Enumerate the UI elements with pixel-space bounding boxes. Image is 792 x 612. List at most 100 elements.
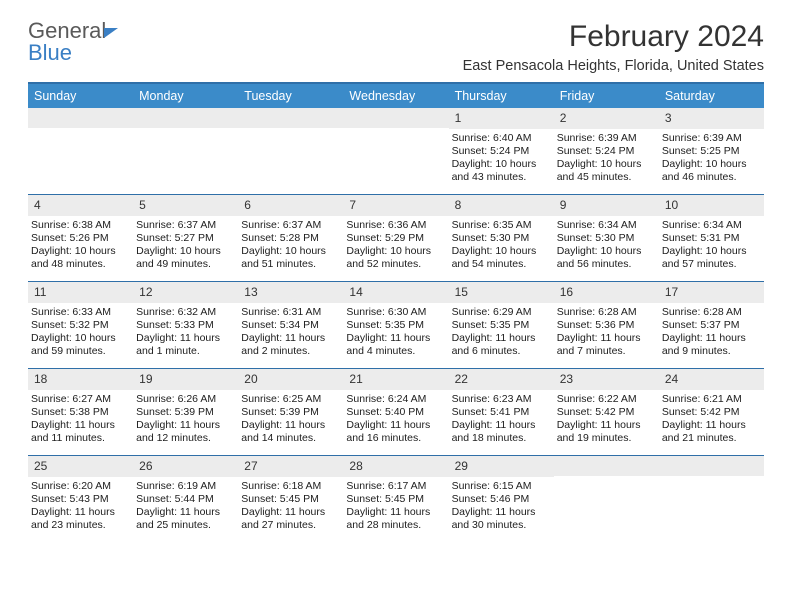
sunrise-text: Sunrise: 6:26 AM	[136, 393, 235, 406]
date-number: 11	[28, 282, 133, 303]
date-number: 28	[343, 456, 448, 477]
date-number: 17	[659, 282, 764, 303]
day-header: Wednesday	[343, 84, 448, 108]
sunrise-text: Sunrise: 6:37 AM	[241, 219, 340, 232]
daylight-text: Daylight: 11 hours and 12 minutes.	[136, 419, 235, 445]
sunset-text: Sunset: 5:42 PM	[662, 406, 761, 419]
sunrise-text: Sunrise: 6:17 AM	[346, 480, 445, 493]
sunset-text: Sunset: 5:30 PM	[557, 232, 656, 245]
date-number: 2	[554, 108, 659, 129]
sunrise-text: Sunrise: 6:34 AM	[662, 219, 761, 232]
date-number-empty	[133, 108, 238, 128]
daylight-text: Daylight: 10 hours and 56 minutes.	[557, 245, 656, 271]
daylight-text: Daylight: 10 hours and 48 minutes.	[31, 245, 130, 271]
date-number: 26	[133, 456, 238, 477]
date-number: 20	[238, 369, 343, 390]
calendar-cell: 7Sunrise: 6:36 AMSunset: 5:29 PMDaylight…	[343, 195, 448, 281]
calendar-cell	[133, 108, 238, 194]
sunset-text: Sunset: 5:24 PM	[557, 145, 656, 158]
date-number: 29	[449, 456, 554, 477]
date-number: 24	[659, 369, 764, 390]
calendar-cell: 6Sunrise: 6:37 AMSunset: 5:28 PMDaylight…	[238, 195, 343, 281]
calendar-cell: 17Sunrise: 6:28 AMSunset: 5:37 PMDayligh…	[659, 282, 764, 368]
date-number: 7	[343, 195, 448, 216]
calendar-cell: 23Sunrise: 6:22 AMSunset: 5:42 PMDayligh…	[554, 369, 659, 455]
daylight-text: Daylight: 10 hours and 52 minutes.	[346, 245, 445, 271]
sunset-text: Sunset: 5:28 PM	[241, 232, 340, 245]
date-number: 18	[28, 369, 133, 390]
date-number: 4	[28, 195, 133, 216]
sunset-text: Sunset: 5:30 PM	[452, 232, 551, 245]
date-number: 12	[133, 282, 238, 303]
sunset-text: Sunset: 5:46 PM	[452, 493, 551, 506]
sunset-text: Sunset: 5:25 PM	[662, 145, 761, 158]
calendar-week: 25Sunrise: 6:20 AMSunset: 5:43 PMDayligh…	[28, 455, 764, 542]
sunrise-text: Sunrise: 6:23 AM	[452, 393, 551, 406]
sunset-text: Sunset: 5:44 PM	[136, 493, 235, 506]
sunrise-text: Sunrise: 6:35 AM	[452, 219, 551, 232]
daylight-text: Daylight: 11 hours and 23 minutes.	[31, 506, 130, 532]
calendar-cell: 11Sunrise: 6:33 AMSunset: 5:32 PMDayligh…	[28, 282, 133, 368]
day-header: Tuesday	[238, 84, 343, 108]
calendar-grid: SundayMondayTuesdayWednesdayThursdayFrid…	[28, 82, 764, 542]
calendar-cell	[554, 456, 659, 542]
sunset-text: Sunset: 5:36 PM	[557, 319, 656, 332]
calendar-cell	[659, 456, 764, 542]
date-number: 23	[554, 369, 659, 390]
calendar-week: 18Sunrise: 6:27 AMSunset: 5:38 PMDayligh…	[28, 368, 764, 455]
daylight-text: Daylight: 11 hours and 16 minutes.	[346, 419, 445, 445]
sunrise-text: Sunrise: 6:15 AM	[452, 480, 551, 493]
sunrise-text: Sunrise: 6:29 AM	[452, 306, 551, 319]
calendar-cell: 14Sunrise: 6:30 AMSunset: 5:35 PMDayligh…	[343, 282, 448, 368]
sunset-text: Sunset: 5:39 PM	[136, 406, 235, 419]
calendar-cell: 12Sunrise: 6:32 AMSunset: 5:33 PMDayligh…	[133, 282, 238, 368]
sunset-text: Sunset: 5:35 PM	[346, 319, 445, 332]
sunset-text: Sunset: 5:43 PM	[31, 493, 130, 506]
logo-word2: Blue	[28, 40, 72, 65]
day-header: Thursday	[449, 84, 554, 108]
date-number: 16	[554, 282, 659, 303]
sunrise-text: Sunrise: 6:25 AM	[241, 393, 340, 406]
sunset-text: Sunset: 5:31 PM	[662, 232, 761, 245]
daylight-text: Daylight: 10 hours and 57 minutes.	[662, 245, 761, 271]
day-header: Saturday	[659, 84, 764, 108]
sunrise-text: Sunrise: 6:24 AM	[346, 393, 445, 406]
sunrise-text: Sunrise: 6:39 AM	[662, 132, 761, 145]
sunset-text: Sunset: 5:34 PM	[241, 319, 340, 332]
calendar-week: 11Sunrise: 6:33 AMSunset: 5:32 PMDayligh…	[28, 281, 764, 368]
daylight-text: Daylight: 11 hours and 11 minutes.	[31, 419, 130, 445]
sunrise-text: Sunrise: 6:27 AM	[31, 393, 130, 406]
date-number: 9	[554, 195, 659, 216]
sunrise-text: Sunrise: 6:30 AM	[346, 306, 445, 319]
daylight-text: Daylight: 10 hours and 54 minutes.	[452, 245, 551, 271]
calendar-cell: 2Sunrise: 6:39 AMSunset: 5:24 PMDaylight…	[554, 108, 659, 194]
daylight-text: Daylight: 11 hours and 2 minutes.	[241, 332, 340, 358]
calendar-cell: 24Sunrise: 6:21 AMSunset: 5:42 PMDayligh…	[659, 369, 764, 455]
sunrise-text: Sunrise: 6:34 AM	[557, 219, 656, 232]
sunset-text: Sunset: 5:27 PM	[136, 232, 235, 245]
logo-text: General Blue	[28, 20, 118, 64]
sunrise-text: Sunrise: 6:18 AM	[241, 480, 340, 493]
calendar-cell: 19Sunrise: 6:26 AMSunset: 5:39 PMDayligh…	[133, 369, 238, 455]
calendar-cell: 3Sunrise: 6:39 AMSunset: 5:25 PMDaylight…	[659, 108, 764, 194]
calendar-cell: 29 Sunrise: 6:15 AMSunset: 5:46 PMDayligh…	[449, 456, 554, 542]
calendar-cell: 21Sunrise: 6:24 AMSunset: 5:40 PMDayligh…	[343, 369, 448, 455]
daylight-text: Daylight: 11 hours and 30 minutes.	[452, 506, 551, 532]
sunrise-text: Sunrise: 6:38 AM	[31, 219, 130, 232]
date-number: 15	[449, 282, 554, 303]
date-number-empty	[28, 108, 133, 128]
date-number-empty	[343, 108, 448, 128]
daylight-text: Daylight: 10 hours and 59 minutes.	[31, 332, 130, 358]
date-number: 10	[659, 195, 764, 216]
date-number: 27	[238, 456, 343, 477]
sunrise-text: Sunrise: 6:20 AM	[31, 480, 130, 493]
sunset-text: Sunset: 5:32 PM	[31, 319, 130, 332]
daylight-text: Daylight: 11 hours and 4 minutes.	[346, 332, 445, 358]
daylight-text: Daylight: 10 hours and 51 minutes.	[241, 245, 340, 271]
sunset-text: Sunset: 5:29 PM	[346, 232, 445, 245]
calendar-week: 1Sunrise: 6:40 AMSunset: 5:24 PMDaylight…	[28, 108, 764, 194]
calendar-cell: 22Sunrise: 6:23 AMSunset: 5:41 PMDayligh…	[449, 369, 554, 455]
day-headers-row: SundayMondayTuesdayWednesdayThursdayFrid…	[28, 84, 764, 108]
sunset-text: Sunset: 5:38 PM	[31, 406, 130, 419]
date-number: 8	[449, 195, 554, 216]
